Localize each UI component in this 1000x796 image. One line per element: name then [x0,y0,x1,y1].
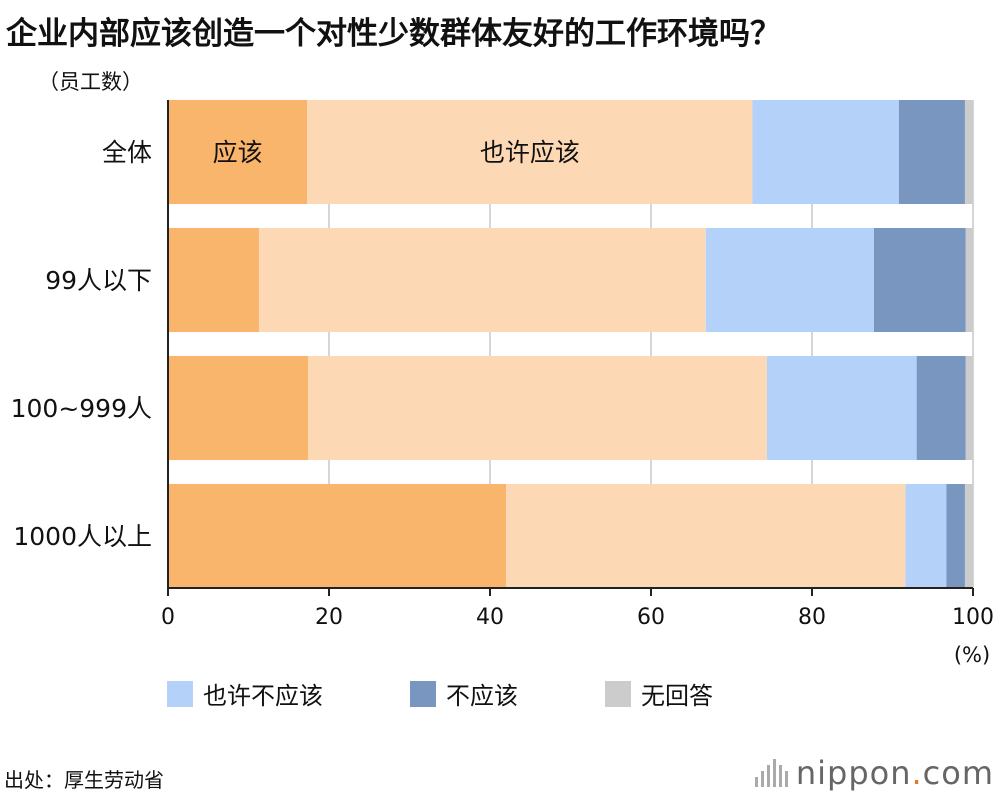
category-label-1: 99人以下 [45,266,152,295]
x-tick-label-100: 100 [952,605,994,630]
category-axis-unit-label: （员工数） [38,70,143,94]
bars: 应该 也许应该 [168,100,973,588]
x-tick-label-40: 40 [476,605,504,630]
bar-segment-maybe_should-2 [308,356,767,460]
bar-segment-should-1 [168,228,259,332]
bar-segment-maybe_not-3 [905,484,947,588]
bar-segment-maybe_not-0 [752,100,899,204]
bar-segment-no_answer-2 [965,356,973,460]
legend-swatch-no-answer [605,680,631,707]
legend-item-should-not: 不应该 [410,676,518,711]
x-tick-label-80: 80 [798,605,826,630]
bar-segment-maybe_not-2 [766,356,917,460]
category-labels: 全体 99人以下 100~999人 1000人以上 [11,138,152,551]
bar-segment-should_not-3 [946,484,965,588]
category-label-0: 全体 [102,138,152,167]
legend-label-maybe-not: 也许不应该 [203,682,323,710]
chart-title: 企业内部应该创造一个对性少数群体友好的工作环境吗？ [6,16,781,52]
brand-mark-icon [754,759,788,787]
stacked-bar-chart: 应该 也许应该 0 20 40 60 80 100 全体 99人以下 100~999人 1000人… [11,100,994,667]
bar-segment-no_answer-3 [964,484,973,588]
x-axis: 0 20 40 60 80 100 [161,100,994,630]
bar-inline-label-should: 应该 [213,138,263,167]
bar-segment-should_not-0 [898,100,965,204]
brand-name: nippon [795,754,912,792]
bar-segment-should-0 [168,100,308,204]
x-tick-label-60: 60 [637,605,665,630]
bar-segment-no_answer-1 [965,228,973,332]
bar-segment-should-2 [168,356,309,460]
bar-segment-should_not-2 [916,356,966,460]
x-axis-unit-label: (%) [954,643,990,667]
bar-segment-maybe_should-0 [307,100,753,204]
legend-label-no-answer: 无回答 [641,682,713,710]
legend-swatch-should-not [410,680,436,707]
legend-item-maybe-not: 也许不应该 [167,676,323,711]
brand-logo: nippon. com [754,754,994,792]
legend-label-should-not: 不应该 [446,682,518,710]
bar-inline-label-maybe_should: 也许应该 [480,138,580,167]
category-label-3: 1000人以上 [13,522,152,551]
brand-dot: . [911,754,923,792]
bar-segment-no_answer-0 [964,100,973,204]
bar-segment-should-3 [168,484,507,588]
source-note: 出处：厚生劳动省 [4,768,164,792]
legend-item-no-answer: 无回答 [605,676,713,711]
legend-swatch-maybe-not [167,680,193,707]
brand-suffix: com [922,754,994,792]
legend: 也许不应该 不应该 无回答 [0,676,1000,712]
category-label-2: 100~999人 [11,394,152,423]
bar-segment-maybe_should-3 [506,484,906,588]
bar-segment-maybe_should-1 [258,228,706,332]
bar-segment-should_not-1 [873,228,966,332]
bar-segment-maybe_not-1 [705,228,874,332]
x-tick-label-20: 20 [315,605,343,630]
x-tick-label-0: 0 [161,605,175,630]
